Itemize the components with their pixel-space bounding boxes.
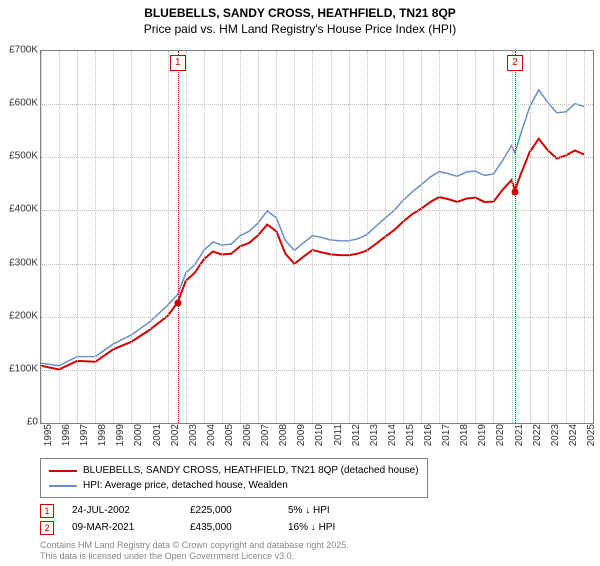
x-axis-label: 2014 bbox=[387, 424, 398, 446]
legend-swatch-property bbox=[49, 470, 77, 472]
marker-date: 24-JUL-2002 bbox=[72, 502, 172, 519]
x-axis-label: 2020 bbox=[495, 424, 506, 446]
x-axis-label: 2005 bbox=[224, 424, 235, 446]
x-axis-label: 2001 bbox=[152, 424, 163, 446]
chart-subtitle: Price paid vs. HM Land Registry's House … bbox=[0, 22, 600, 36]
sale-marker-1: 1 bbox=[170, 55, 186, 71]
y-axis-label: £200K bbox=[9, 310, 38, 321]
marker-diff: 5% ↓ HPI bbox=[288, 502, 368, 519]
x-axis-label: 2021 bbox=[514, 424, 525, 446]
marker-table-row: 2 09-MAR-2021 £435,000 16% ↓ HPI bbox=[40, 519, 368, 536]
marker-num-icon: 1 bbox=[40, 504, 54, 518]
sale-marker-2: 2 bbox=[507, 55, 523, 71]
chart-container: BLUEBELLS, SANDY CROSS, HEATHFIELD, TN21… bbox=[0, 6, 600, 566]
y-axis-label: £300K bbox=[9, 257, 38, 268]
x-axis-label: 2012 bbox=[351, 424, 362, 446]
legend-swatch-hpi bbox=[49, 485, 77, 487]
x-axis-label: 2023 bbox=[550, 424, 561, 446]
x-axis-label: 1999 bbox=[115, 424, 126, 446]
y-axis-label: £600K bbox=[9, 98, 38, 109]
marker-price: £225,000 bbox=[190, 502, 270, 519]
y-axis-label: £500K bbox=[9, 151, 38, 162]
marker-date: 09-MAR-2021 bbox=[72, 519, 172, 536]
legend-label-hpi: HPI: Average price, detached house, Weal… bbox=[83, 478, 288, 493]
y-axis-label: £700K bbox=[9, 45, 38, 56]
x-axis-label: 2009 bbox=[296, 424, 307, 446]
legend: BLUEBELLS, SANDY CROSS, HEATHFIELD, TN21… bbox=[40, 458, 428, 498]
x-axis-label: 2002 bbox=[170, 424, 181, 446]
footer: Contains HM Land Registry data © Crown c… bbox=[40, 540, 349, 562]
x-axis-label: 2010 bbox=[314, 424, 325, 446]
legend-label-property: BLUEBELLS, SANDY CROSS, HEATHFIELD, TN21… bbox=[83, 463, 419, 478]
chart-lines-svg bbox=[41, 51, 593, 423]
y-axis-label: £0 bbox=[27, 417, 38, 428]
marker-diff: 16% ↓ HPI bbox=[288, 519, 368, 536]
x-axis-label: 2011 bbox=[333, 424, 344, 446]
x-axis-label: 2004 bbox=[206, 424, 217, 446]
x-axis-label: 2015 bbox=[405, 424, 416, 446]
x-axis-label: 2008 bbox=[278, 424, 289, 446]
x-axis-label: 2007 bbox=[260, 424, 271, 446]
x-axis-label: 2003 bbox=[188, 424, 199, 446]
x-axis-label: 1996 bbox=[61, 424, 72, 446]
x-axis-label: 1995 bbox=[43, 424, 54, 446]
chart-title: BLUEBELLS, SANDY CROSS, HEATHFIELD, TN21… bbox=[0, 6, 600, 22]
x-axis-label: 2016 bbox=[423, 424, 434, 446]
x-axis-label: 2024 bbox=[568, 424, 579, 446]
x-axis-label: 2022 bbox=[532, 424, 543, 446]
x-axis-label: 2000 bbox=[133, 424, 144, 446]
x-axis-label: 1998 bbox=[97, 424, 108, 446]
marker-num-icon: 2 bbox=[40, 521, 54, 535]
x-axis-label: 2017 bbox=[441, 424, 452, 446]
legend-item-property: BLUEBELLS, SANDY CROSS, HEATHFIELD, TN21… bbox=[49, 463, 419, 478]
marker-table-row: 1 24-JUL-2002 £225,000 5% ↓ HPI bbox=[40, 502, 368, 519]
marker-price: £435,000 bbox=[190, 519, 270, 536]
x-axis-label: 2006 bbox=[242, 424, 253, 446]
x-axis-label: 1997 bbox=[79, 424, 90, 446]
marker-table: 1 24-JUL-2002 £225,000 5% ↓ HPI 2 09-MAR-2021… bbox=[40, 502, 368, 536]
x-axis-label: 2019 bbox=[477, 424, 488, 446]
x-axis-label: 2013 bbox=[369, 424, 380, 446]
legend-item-hpi: HPI: Average price, detached house, Weal… bbox=[49, 478, 419, 493]
x-axis-label: 2018 bbox=[459, 424, 470, 446]
plot-area: 12 bbox=[40, 50, 594, 424]
footer-line1: Contains HM Land Registry data © Crown c… bbox=[40, 540, 349, 551]
y-axis-label: £100K bbox=[9, 363, 38, 374]
y-axis-label: £400K bbox=[9, 204, 38, 215]
x-axis-label: 2025 bbox=[586, 424, 597, 446]
